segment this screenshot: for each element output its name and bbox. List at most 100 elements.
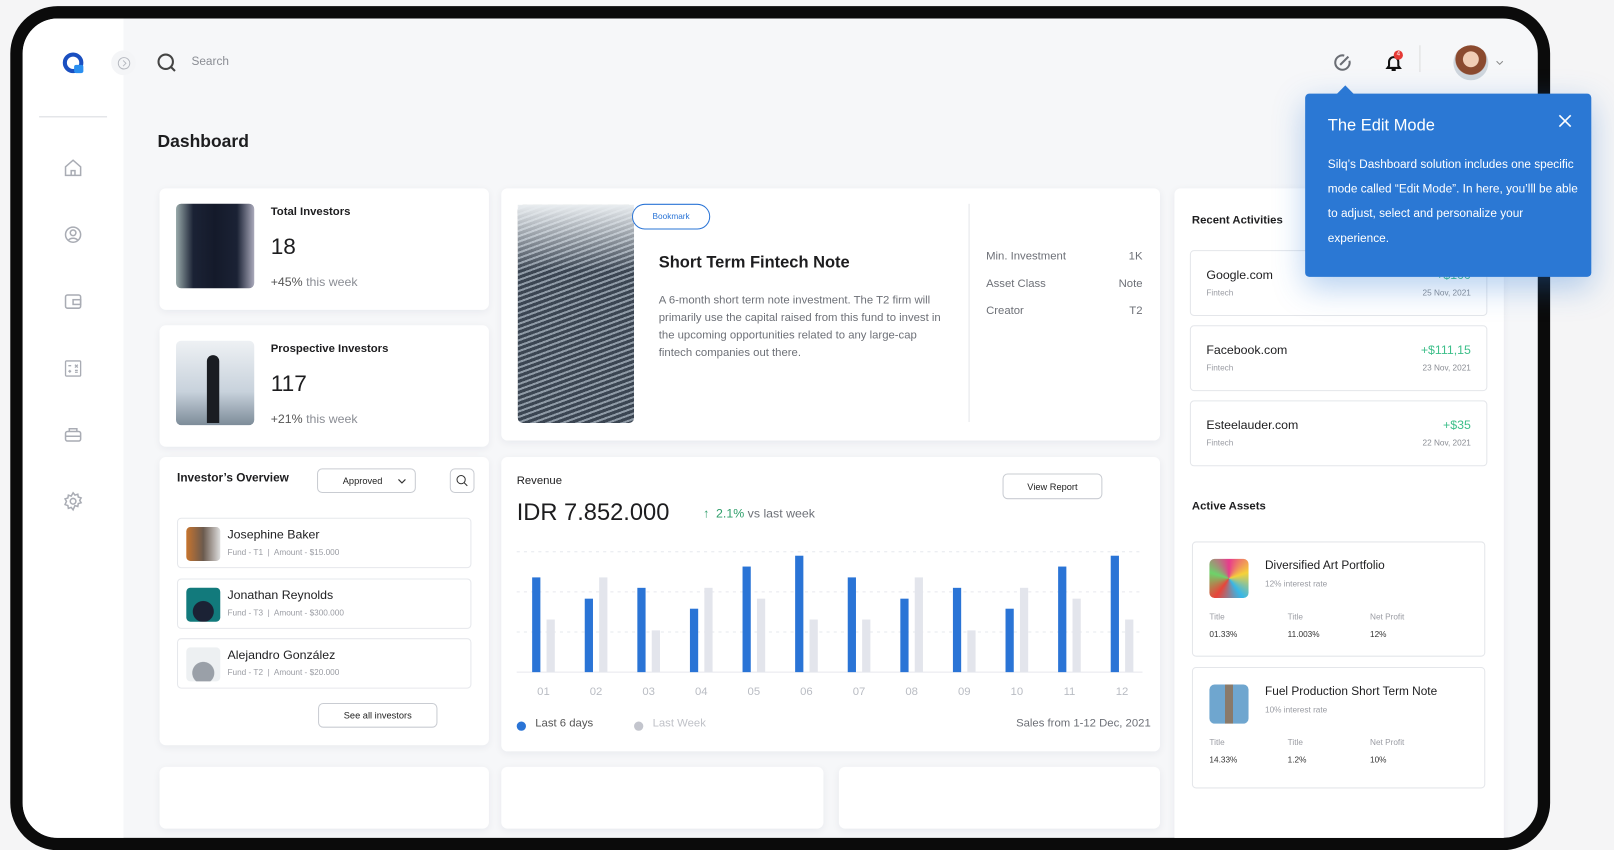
active-assets-title: Active Assets xyxy=(1191,500,1266,513)
chevron-right-icon xyxy=(117,56,130,69)
asset-card[interactable]: Diversified Art Portfolio 12% interest ra… xyxy=(1191,541,1486,657)
prospective-investors-card[interactable]: Prospective Investors 117 +21% this week xyxy=(159,325,489,447)
activity-category: Fintech xyxy=(1206,288,1234,298)
asset-card[interactable]: Fuel Production Short Term Note 10% inter… xyxy=(1191,666,1486,789)
search-icon xyxy=(456,475,468,487)
calculator-icon[interactable] xyxy=(62,357,85,380)
chevron-down-icon xyxy=(398,478,406,484)
edit-mode-icon[interactable] xyxy=(1332,52,1353,73)
art-portfolio-image xyxy=(1209,558,1249,599)
asset-rate: 12% interest rate xyxy=(1265,579,1328,589)
collapse-sidebar-button[interactable] xyxy=(111,50,136,76)
chevron-down-icon[interactable] xyxy=(1496,59,1504,67)
stat-change-suffix: this week xyxy=(306,411,358,427)
stat-value: 117 xyxy=(270,370,307,397)
x-tick-label: 08 xyxy=(905,686,918,698)
investor-list-item[interactable]: Alejandro González Fund - T2 | Amount - $… xyxy=(177,638,472,689)
note-description: A 6-month short term note investment. Th… xyxy=(658,294,941,360)
overview-search-button[interactable] xyxy=(449,468,475,494)
investors-overview-card: Investor’s Overview Approved Josephine B… xyxy=(159,457,489,746)
bar-last-week-06 xyxy=(809,619,818,673)
x-tick-label: 04 xyxy=(695,686,708,698)
bookmark-button[interactable]: Bookmark xyxy=(631,203,711,230)
activity-name: Facebook.com xyxy=(1206,342,1288,358)
total-investors-card[interactable]: Total Investors 18 +45% this week xyxy=(159,188,489,310)
close-icon[interactable] xyxy=(1558,114,1572,128)
bar-last-6-days-04 xyxy=(689,608,699,673)
revenue-growth: ↑ 2.1% vs last week xyxy=(703,506,815,520)
x-tick-label: 12 xyxy=(1116,686,1129,698)
revenue-card: Revenue IDR 7.852.000 ↑ 2.1% vs last wee… xyxy=(501,457,1161,752)
bar-last-week-07 xyxy=(862,619,871,673)
detail-label: Min. Investment xyxy=(986,250,1066,263)
notifications-button[interactable]: 4 xyxy=(1383,50,1406,75)
x-tick-label: 03 xyxy=(642,686,655,698)
filter-value: Approved xyxy=(342,475,383,486)
stat-change: +45% xyxy=(270,274,303,290)
note-details: Min. Investment 1K Asset Class Note Creato… xyxy=(986,250,1142,317)
asset-stat-label: Net Profit xyxy=(1369,612,1405,622)
bar-last-6-days-05 xyxy=(742,566,751,673)
activity-item[interactable]: Facebook.com Fintech +$111,15 23 Nov, 2021 xyxy=(1189,325,1488,392)
user-icon[interactable] xyxy=(62,223,85,246)
search-icon[interactable] xyxy=(156,52,177,73)
bar-last-6-days-02 xyxy=(584,598,593,673)
stat-value: 18 xyxy=(270,233,296,260)
investor-fund: Fund - T3 xyxy=(227,608,264,618)
bar-last-week-11 xyxy=(1072,598,1081,673)
activity-date: 22 Nov, 2021 xyxy=(1422,438,1471,448)
x-tick-label: 06 xyxy=(800,686,813,698)
sidebar-divider xyxy=(39,116,108,118)
right-panel: Recent Activities Google.comFintech+$100… xyxy=(1174,188,1504,838)
home-icon[interactable] xyxy=(62,156,85,179)
x-tick-label: 07 xyxy=(853,686,866,698)
asset-stat-value: 11.003% xyxy=(1287,629,1320,640)
asset-stat-label: Title xyxy=(1209,738,1225,748)
legend-dot-last-week xyxy=(634,721,644,731)
view-report-button[interactable]: View Report xyxy=(1002,473,1103,500)
settings-icon[interactable] xyxy=(62,490,85,513)
user-avatar[interactable] xyxy=(1453,45,1489,81)
logo-icon[interactable] xyxy=(62,51,87,76)
activity-name: Google.com xyxy=(1206,267,1273,283)
investor-photo xyxy=(176,203,255,289)
bar-last-week-10 xyxy=(1019,587,1029,673)
activity-amount: +$35 xyxy=(1443,417,1471,433)
activity-date: 23 Nov, 2021 xyxy=(1422,363,1471,373)
investor-list-item[interactable]: Josephine Baker Fund - T1 | Amount - $15.… xyxy=(177,517,472,569)
briefcase-icon[interactable] xyxy=(62,423,85,446)
activity-date: 25 Nov, 2021 xyxy=(1422,288,1471,298)
see-all-investors-button[interactable]: See all investors xyxy=(318,703,438,728)
activity-item[interactable]: Esteelauder.com Fintech +$35 22 Nov, 2021 xyxy=(1189,400,1488,467)
investor-list-item[interactable]: Jonathan Reynolds Fund - T3 | Amount - $3… xyxy=(177,578,472,629)
tooltip-title: The Edit Mode xyxy=(1327,117,1435,135)
x-tick-label: 11 xyxy=(1064,686,1076,698)
detail-value: 1K xyxy=(1128,250,1143,263)
bar-last-6-days-09 xyxy=(952,587,962,673)
fuel-production-image xyxy=(1209,684,1249,724)
sidebar xyxy=(22,18,124,838)
bar-last-week-02 xyxy=(599,577,608,673)
asset-stat-value: 14.33% xyxy=(1209,755,1238,765)
x-tick-label: 01 xyxy=(537,686,550,698)
bar-last-week-12 xyxy=(1125,619,1134,673)
asset-stat-label: Title xyxy=(1287,612,1303,622)
note-title: Short Term Fintech Note xyxy=(658,254,850,272)
legend-dot-last-6-days xyxy=(516,721,526,731)
bar-last-6-days-06 xyxy=(795,555,804,673)
status-filter-dropdown[interactable]: Approved xyxy=(317,468,416,494)
avatar xyxy=(186,587,221,622)
bottom-card xyxy=(501,766,824,829)
short-term-note-card[interactable]: Bookmark Short Term Fintech Note A 6-mon… xyxy=(501,188,1161,441)
investor-amount: Amount - $15.000 xyxy=(273,547,340,557)
activity-name: Esteelauder.com xyxy=(1206,417,1299,433)
search-input[interactable]: Search xyxy=(191,55,229,68)
bar-last-6-days-10 xyxy=(1005,608,1014,673)
detail-label: Asset Class xyxy=(986,277,1046,290)
bottom-card xyxy=(159,766,489,829)
investor-amount: Amount - $300.000 xyxy=(273,608,344,618)
bar-last-week-04 xyxy=(704,587,713,673)
wallet-icon[interactable] xyxy=(62,290,85,313)
notification-badge: 4 xyxy=(1393,50,1403,60)
investor-name: Jonathan Reynolds xyxy=(227,587,334,603)
